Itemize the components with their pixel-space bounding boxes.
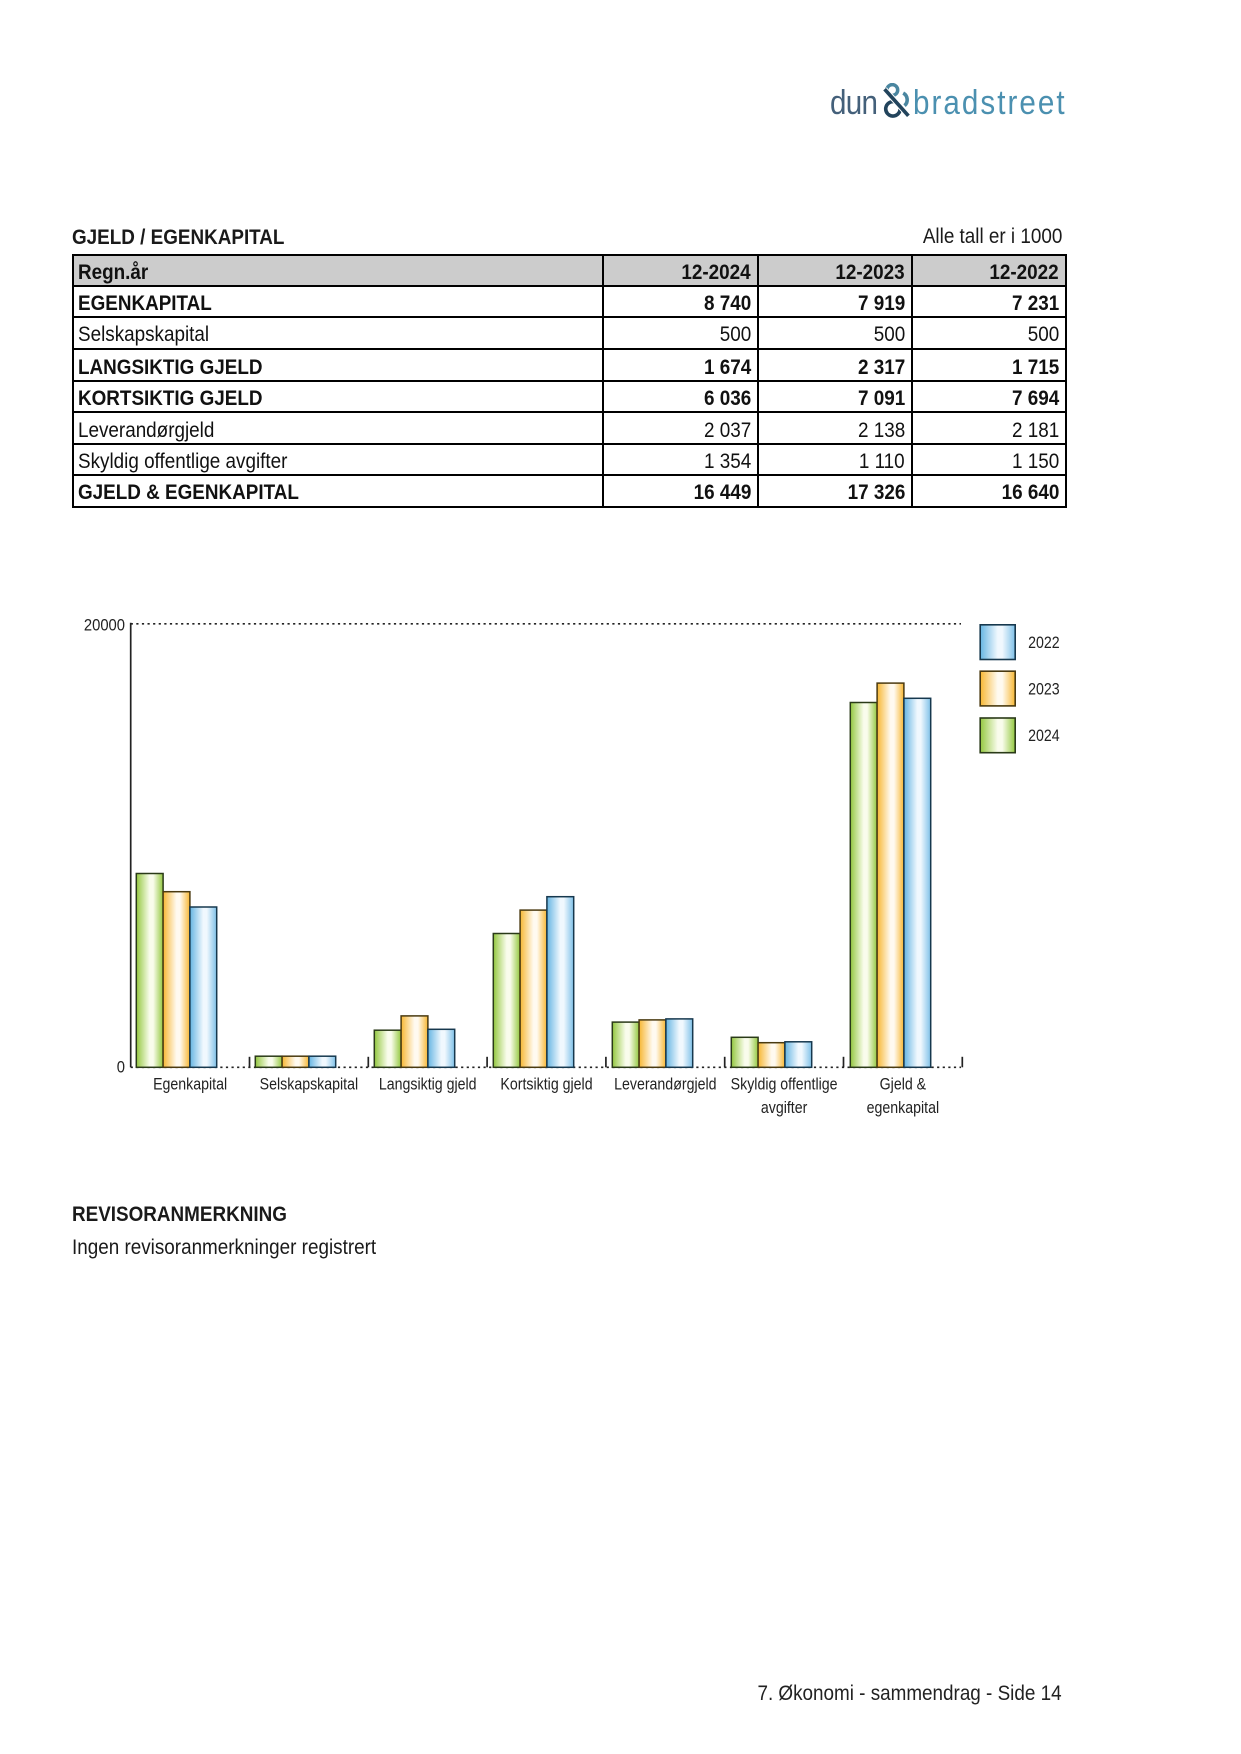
svg-text:0: 0 [117,1059,125,1077]
svg-text:Langsiktig gjeld: Langsiktig gjeld [379,1075,477,1093]
svg-text:egenkapital: egenkapital [867,1099,939,1117]
svg-text:Egenkapital: Egenkapital [153,1075,227,1093]
svg-text:2022: 2022 [1028,634,1060,652]
svg-text:2023: 2023 [1028,681,1060,699]
svg-text:20000: 20000 [84,617,125,635]
svg-text:Kortsiktig gjeld: Kortsiktig gjeld [500,1075,592,1093]
svg-text:2024: 2024 [1028,727,1060,745]
svg-text:avgifter: avgifter [761,1099,807,1117]
svg-text:Skyldig offentlige: Skyldig offentlige [731,1075,838,1093]
svg-text:Selskapskapital: Selskapskapital [260,1075,358,1093]
svg-text:Leverandørgjeld: Leverandørgjeld [614,1075,716,1093]
svg-text:Gjeld &: Gjeld & [880,1075,926,1093]
